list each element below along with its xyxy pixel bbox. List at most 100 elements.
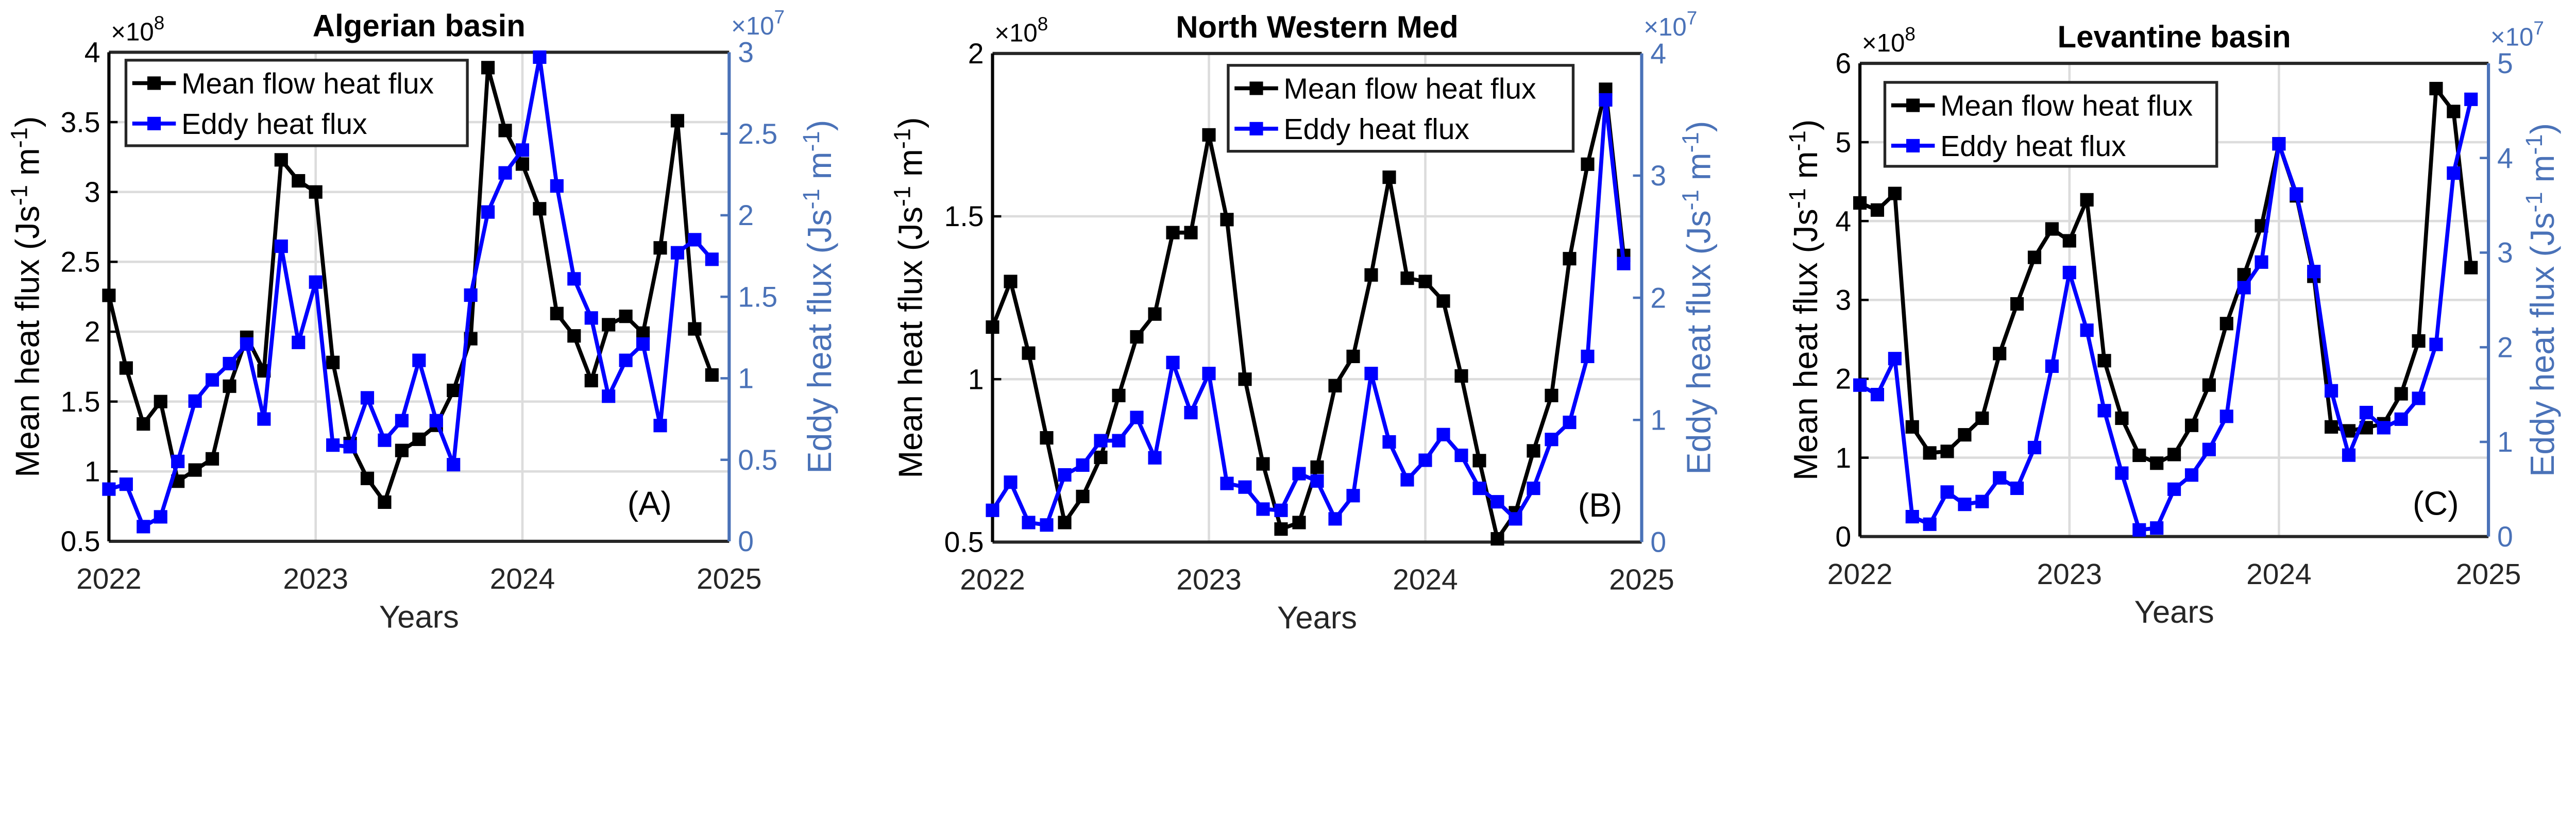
eddy-marker [1509,512,1522,526]
mean-flow-marker [1040,431,1054,445]
eddy-marker [1418,453,1432,467]
x-tick-label: 2024 [1393,564,1458,596]
mean-flow-marker [1888,186,1902,200]
legend-label: Eddy heat flux [1940,130,2126,163]
y-tick-label-right: 0 [2497,521,2513,553]
exponent-base: ×10 [111,18,154,46]
y-axis-label-left-part: ) [1787,119,1824,131]
y-tick-label-right: 2 [738,199,754,231]
mean-flow-marker [154,395,167,408]
chart-title: Levantine basin [2058,20,2291,54]
eddy-marker [2429,337,2443,351]
eddy-marker [464,288,478,302]
y-axis-label-left-part: Mean heat flux (Js [1787,209,1824,481]
panel-label: (A) [628,485,672,522]
exponent-base: ×10 [994,19,1037,47]
legend-marker [147,116,161,130]
mean-flow-marker [1112,388,1126,402]
exponent-power: 8 [154,12,165,33]
eddy-marker [2132,523,2146,537]
x-axis-label: Years [2134,594,2214,630]
eddy-marker [1993,471,2007,485]
y-axis-label-left-part: -1 [6,185,32,206]
mean-flow-marker [1940,445,1954,458]
y-axis-label-right-part: m [801,151,838,189]
x-tick-label: 2023 [2037,558,2102,591]
y-axis-label-right-part: m [1680,152,1717,190]
eddy-marker [636,337,650,351]
y-tick-label-right: 0.5 [738,444,777,476]
y-axis-label-left-part: ) [9,116,46,127]
mean-flow-marker [1220,213,1234,227]
mean-flow-marker [2412,334,2426,348]
eddy-marker [1274,503,1288,517]
eddy-marker [429,414,443,428]
mean-flow-marker [309,185,323,199]
eddy-marker [1310,474,1324,488]
panel-label: (B) [1578,487,1622,524]
eddy-marker [1022,516,1036,529]
y-axis-label-right-part: -1 [1677,132,1703,152]
eddy-marker [378,433,392,447]
y-tick-label-left: 1 [84,455,100,487]
y-tick-label-right: 3 [2497,237,2513,269]
y-tick-label-left: 0 [1835,521,1851,553]
mean-flow-marker [1853,196,1867,210]
mean-flow-marker [1472,454,1486,468]
y-axis-label-right-part: ) [2524,123,2561,134]
mean-flow-marker [2167,448,2181,462]
eddy-marker [2325,384,2338,398]
eddy-marker [292,335,306,349]
mean-flow-marker [2150,456,2164,470]
panel-b: 0.5 1 1.5 2 2022 2023 2024 2025 0 1 2 3 4 Mean flow h… [889,8,1718,630]
eddy-marker [584,311,598,325]
mean-flow-marker [1202,128,1216,142]
mean-flow-marker [567,329,581,343]
mean-flow-marker [515,157,530,171]
eddy-marker [2255,255,2268,269]
left-axis-exponent: ×108 [111,12,164,46]
mean-flow-marker [1923,446,1937,460]
y-axis-label-right-part: ) [1680,121,1717,132]
mean-flow-marker [1527,444,1540,458]
mean-flow-marker [481,61,495,75]
panel-label: (C) [2413,485,2459,522]
mean-flow-marker [2202,378,2216,392]
eddy-marker [1527,482,1540,496]
eddy-marker [2097,404,2111,418]
mean-flow-marker [498,124,512,138]
eddy-marker [1184,405,1198,420]
y-tick-label-left: 2.5 [61,246,100,278]
y-axis-label-left-part: -1 [889,128,916,149]
y-tick-label-left: 2 [1835,363,1851,395]
legend-box [1227,64,1575,153]
y-axis-label-left-part: -1 [1784,188,1810,209]
mean-flow-marker [1274,522,1288,536]
exponent-power: 8 [1905,23,1916,44]
mean-flow-marker [1076,489,1090,503]
y-tick-label-left: 6 [1835,47,1851,79]
y-axis-label-left-part: Mean heat flux (Js [9,206,46,477]
mean-flow-marker [326,355,340,369]
y-tick-label-right: 0 [1650,526,1666,558]
mean-flow-marker [1256,457,1270,471]
eddy-marker [1256,502,1270,516]
exponent-power: 7 [1687,8,1698,29]
eddy-marker [1472,482,1486,496]
eddy-marker [515,143,530,157]
eddy-marker [1112,434,1126,448]
eddy-marker [2272,137,2286,151]
mean-flow-marker [1418,275,1432,288]
eddy-marker [223,356,236,371]
eddy-marker [1581,349,1595,364]
eddy-marker [412,353,426,367]
y-axis-label-left-part: -1 [889,186,916,207]
y-tick-label-left: 2 [84,316,100,348]
eddy-marker [1940,485,1954,499]
y-tick-label-left: 5 [1835,126,1851,158]
eddy-marker [567,272,581,286]
y-tick-label-left: 1 [1835,442,1851,474]
eddy-marker [2359,405,2373,420]
mean-flow-marker [137,417,150,431]
eddy-marker [1220,476,1234,490]
